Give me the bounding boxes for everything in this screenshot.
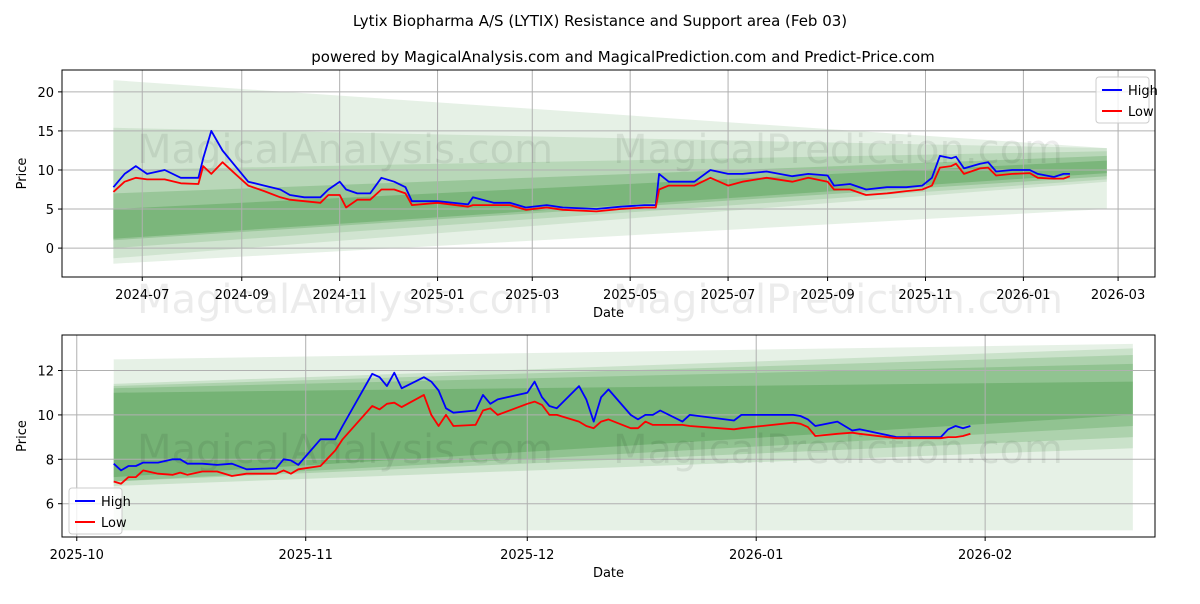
watermark-text: MagicalPrediction.com — [613, 427, 1063, 473]
chart-title: Lytix Biopharma A/S (LYTIX) Resistance a… — [353, 12, 847, 30]
series-line-low — [112, 161, 1071, 213]
y-tick-label: 8 — [46, 453, 54, 468]
y-tick-label: 10 — [37, 409, 54, 424]
top-chart-panel: 0 5 10 15 20 2024-07 2024-09 2024-11 2025-01 2025… — [15, 69, 1158, 323]
legend: High Low — [1095, 76, 1158, 124]
plot-frame — [61, 69, 1156, 278]
x-tick-label: 2025-11 — [279, 548, 333, 563]
x-tick-label: 2025-12 — [500, 548, 554, 563]
watermark-text: MagicalAnalysis.com — [137, 277, 553, 323]
y-tick-label: 5 — [46, 203, 54, 218]
support-resistance-band — [113, 348, 1133, 486]
bottom-chart-panel: 6 8 10 12 2025-10 2025-11 2025-12 2026-01 2026-0… — [15, 334, 1156, 581]
watermark-text: MagicalAnalysis.com — [137, 127, 553, 173]
series-line-high — [112, 129, 1070, 210]
x-axis-label: Date — [593, 306, 624, 321]
x-tick-label: 2025-01 — [410, 288, 464, 303]
watermark-text: MagicalPrediction.com — [613, 127, 1063, 173]
watermark-text: MagicalPrediction.com — [613, 277, 1063, 323]
legend-label: Low — [1128, 105, 1154, 120]
x-tick-label: 2026-01 — [729, 548, 783, 563]
x-tick-label: 2026-02 — [958, 548, 1012, 563]
y-tick-label: 20 — [37, 86, 54, 101]
x-tick-label: 2025-07 — [701, 288, 755, 303]
x-tick-label: 2025-05 — [603, 288, 657, 303]
x-tick-label: 2025-11 — [898, 288, 952, 303]
support-resistance-band — [113, 160, 1107, 239]
x-tick-label: 2026-03 — [1091, 288, 1145, 303]
legend-label: High — [101, 495, 131, 510]
y-tick-label: 10 — [37, 164, 54, 179]
support-resistance-band — [113, 363, 1133, 482]
legend-label: Low — [101, 516, 127, 531]
support-resistance-band — [113, 155, 1107, 241]
y-tick-label: 6 — [46, 498, 54, 513]
y-axis-label: Price — [15, 158, 30, 190]
x-tick-label: 2024-11 — [312, 288, 366, 303]
chart-subtitle: powered by MagicalAnalysis.com and Magic… — [311, 48, 935, 66]
x-tick-label: 2025-10 — [50, 548, 104, 563]
x-tick-label: 2024-07 — [115, 288, 169, 303]
x-tick-label: 2026-01 — [996, 288, 1050, 303]
x-tick-label: 2024-09 — [215, 288, 269, 303]
series-line-high — [113, 371, 971, 472]
support-resistance-band — [113, 151, 1107, 249]
plot-frame — [61, 334, 1156, 538]
x-axis-label: Date — [593, 566, 624, 581]
support-resistance-band — [113, 80, 1107, 264]
support-resistance-band — [113, 343, 1133, 531]
y-axis-label: Price — [15, 420, 30, 452]
legend-label: High — [1128, 84, 1158, 99]
x-tick-label: 2025-03 — [505, 288, 559, 303]
y-tick-label: 12 — [37, 365, 54, 380]
support-resistance-band — [113, 354, 1133, 482]
x-tick-label: 2025-09 — [800, 288, 854, 303]
y-tick-label: 0 — [46, 242, 54, 257]
watermark-text: MagicalAnalysis.com — [137, 427, 553, 473]
support-resistance-band — [113, 127, 1107, 259]
y-tick-label: 15 — [37, 125, 54, 140]
legend: High Low — [68, 487, 131, 535]
series-line-low — [113, 393, 971, 485]
support-resistance-band — [113, 381, 1133, 478]
